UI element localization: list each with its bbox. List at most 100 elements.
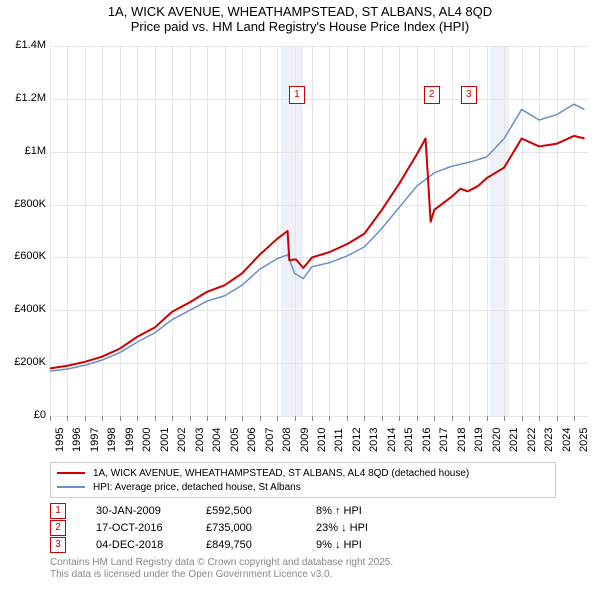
- x-axis-label: 1998: [106, 428, 118, 452]
- x-tick: [574, 416, 575, 421]
- x-axis-label: 2004: [211, 428, 223, 452]
- x-axis-label: 2023: [543, 428, 555, 452]
- y-axis-label: £1.4M: [4, 39, 46, 51]
- x-axis-label: 1995: [54, 428, 66, 452]
- y-axis-label: £0: [4, 409, 46, 421]
- transaction-row: 1 30-JAN-2009£592,5008% ↑ HPI: [50, 502, 426, 519]
- transaction-change: 8% ↑ HPI: [316, 505, 426, 517]
- x-axis-label: 2005: [229, 428, 241, 452]
- legend-swatch: [57, 486, 85, 488]
- x-axis-label: 2024: [561, 428, 573, 452]
- y-axis-label: £200K: [4, 356, 46, 368]
- x-axis-label: 2008: [281, 428, 293, 452]
- transaction-change: 23% ↓ HPI: [316, 522, 426, 534]
- transaction-table: 1 30-JAN-2009£592,5008% ↑ HPI 2 17-OCT-2016…: [50, 502, 426, 553]
- legend-box: 1A, WICK AVENUE, WHEATHAMPSTEAD, ST ALBA…: [50, 462, 556, 498]
- x-tick: [260, 416, 261, 421]
- x-tick: [347, 416, 348, 421]
- footer-attribution: Contains HM Land Registry data © Crown c…: [50, 557, 393, 581]
- series-price_paid: [50, 136, 585, 369]
- y-axis-label: £1M: [4, 145, 46, 157]
- x-axis-label: 2017: [438, 428, 450, 452]
- x-tick: [364, 416, 365, 421]
- transaction-price: £735,000: [206, 522, 316, 534]
- x-tick: [557, 416, 558, 421]
- x-axis-label: 2011: [333, 428, 345, 452]
- x-axis-label: 2009: [299, 428, 311, 452]
- series-hpi: [50, 104, 585, 371]
- x-axis-label: 2010: [316, 428, 328, 452]
- y-axis-label: £600K: [4, 250, 46, 262]
- chart-title-address: 1A, WICK AVENUE, WHEATHAMPSTEAD, ST ALBA…: [0, 4, 600, 19]
- chart-marker-3: 3: [461, 86, 477, 104]
- x-tick: [329, 416, 330, 421]
- x-tick: [487, 416, 488, 421]
- legend-swatch: [57, 472, 85, 474]
- x-tick: [120, 416, 121, 421]
- x-axis-label: 2002: [176, 428, 188, 452]
- x-axis-label: 2013: [368, 428, 380, 452]
- x-tick: [295, 416, 296, 421]
- footer-line1: Contains HM Land Registry data © Crown c…: [50, 557, 393, 569]
- x-tick: [382, 416, 383, 421]
- x-tick: [137, 416, 138, 421]
- transaction-date: 30-JAN-2009: [96, 505, 206, 517]
- y-axis-label: £400K: [4, 303, 46, 315]
- x-tick: [155, 416, 156, 421]
- x-tick: [277, 416, 278, 421]
- x-axis-label: 2015: [403, 428, 415, 452]
- x-tick: [452, 416, 453, 421]
- x-tick: [102, 416, 103, 421]
- chart-marker-1: 1: [289, 86, 305, 104]
- x-tick: [207, 416, 208, 421]
- x-axis-label: 2021: [508, 428, 520, 452]
- x-axis-label: 2003: [194, 428, 206, 452]
- transaction-change: 9% ↓ HPI: [316, 539, 426, 551]
- x-tick: [399, 416, 400, 421]
- x-tick: [469, 416, 470, 421]
- legend-item: HPI: Average price, detached house, St A…: [57, 480, 549, 494]
- x-axis-label: 2006: [246, 428, 258, 452]
- transaction-price: £849,750: [206, 539, 316, 551]
- transaction-row: 2 17-OCT-2016£735,00023% ↓ HPI: [50, 519, 426, 536]
- chart-marker-2: 2: [424, 86, 440, 104]
- footer-line2: This data is licensed under the Open Gov…: [50, 569, 393, 581]
- chart-area: [50, 46, 588, 416]
- x-axis-label: 2012: [351, 428, 363, 452]
- x-axis-label: 2019: [473, 428, 485, 452]
- x-axis-label: 2014: [386, 428, 398, 452]
- grid-line-h: [50, 416, 588, 417]
- chart-svg: [50, 46, 588, 416]
- x-tick: [312, 416, 313, 421]
- transaction-price: £592,500: [206, 505, 316, 517]
- x-axis-label: 1999: [124, 428, 136, 452]
- x-tick: [539, 416, 540, 421]
- x-axis-label: 2020: [491, 428, 503, 452]
- x-axis-label: 2000: [141, 428, 153, 452]
- legend-label: 1A, WICK AVENUE, WHEATHAMPSTEAD, ST ALBA…: [93, 468, 469, 479]
- x-axis-label: 1996: [71, 428, 83, 452]
- x-tick: [417, 416, 418, 421]
- x-tick: [85, 416, 86, 421]
- x-tick: [504, 416, 505, 421]
- x-axis-label: 2022: [526, 428, 538, 452]
- transaction-marker: 1: [50, 503, 66, 519]
- x-tick: [242, 416, 243, 421]
- transaction-marker: 3: [50, 537, 66, 553]
- transaction-date: 04-DEC-2018: [96, 539, 206, 551]
- x-axis-label: 2018: [456, 428, 468, 452]
- x-tick: [67, 416, 68, 421]
- x-tick: [190, 416, 191, 421]
- chart-title-sub: Price paid vs. HM Land Registry's House …: [0, 19, 600, 34]
- transaction-marker: 2: [50, 520, 66, 536]
- transaction-date: 17-OCT-2016: [96, 522, 206, 534]
- x-tick: [225, 416, 226, 421]
- x-tick: [50, 416, 51, 421]
- y-axis-label: £800K: [4, 198, 46, 210]
- x-axis-label: 2001: [159, 428, 171, 452]
- transaction-row: 3 04-DEC-2018£849,7509% ↓ HPI: [50, 536, 426, 553]
- legend-label: HPI: Average price, detached house, St A…: [93, 482, 301, 493]
- x-tick: [434, 416, 435, 421]
- x-axis-label: 1997: [89, 428, 101, 452]
- legend-item: 1A, WICK AVENUE, WHEATHAMPSTEAD, ST ALBA…: [57, 466, 549, 480]
